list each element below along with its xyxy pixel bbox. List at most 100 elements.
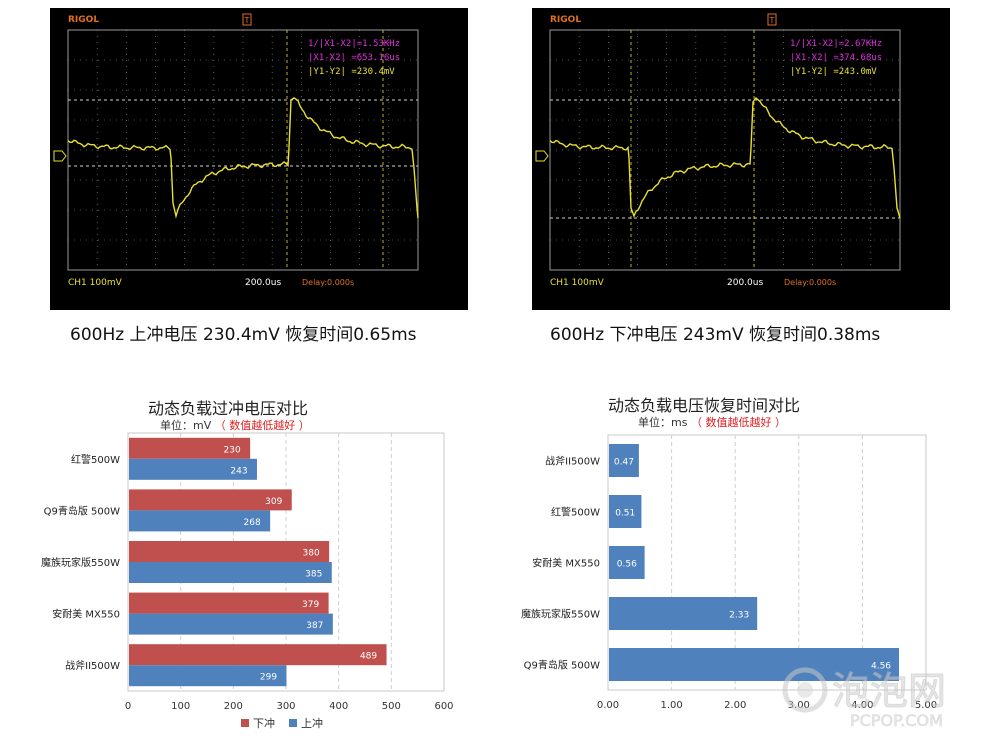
bar [609, 495, 642, 528]
category-label: 战斧II500W [545, 456, 600, 468]
category-label: Q9青岛版 500W [44, 504, 120, 517]
scope-grid [550, 30, 900, 270]
bar [129, 665, 287, 687]
cursor-readout-3: |Y1-Y2| =230.4mV [308, 67, 395, 77]
cursor-readout-2: |X1-X2| =374.68us [790, 53, 882, 63]
trigger-marker-icon [767, 13, 777, 26]
category-label: 魔族玩家版550W [41, 556, 120, 569]
scope-2-svg: RIGOL T 1/|X1-X2|=2.67KHz |X1-X2| =374.68us… [535, 13, 901, 288]
x-tick-label: 500 [382, 701, 401, 712]
svg-text:泡泡网: 泡泡网 [832, 669, 946, 713]
bar-value-label: 379 [302, 600, 319, 610]
category-label: 红警500W [551, 506, 600, 519]
category-label: Q9青岛版 500W [524, 659, 600, 672]
bar-value-label: 4.56 [871, 662, 891, 672]
bar [129, 510, 271, 532]
delay-label: Delay:0.000s [302, 278, 354, 287]
pcpop-watermark-logo: 泡泡网 PCPOP.COM [782, 667, 947, 730]
bar [609, 648, 900, 681]
x-tick-label: 1.00 [660, 700, 682, 711]
bar [609, 546, 645, 579]
bar [129, 541, 330, 562]
chart-2-subtitle: 单位：ms （ 数值越低越好 ） [638, 414, 786, 430]
chart-1-note: （ 数值越低越好 ） [214, 419, 310, 432]
bar [129, 562, 332, 583]
x-tick-label: 400 [329, 701, 348, 712]
trigger-marker-label: T [769, 16, 775, 25]
bar [609, 444, 639, 477]
cursor-readout-3: |Y1-Y2| =243.0mV [790, 67, 877, 77]
waveform-trace [67, 97, 419, 219]
category-label: 战斧II500W [65, 660, 120, 672]
scope-brand-logo: RIGOL [550, 15, 581, 25]
legend-label: 上冲 [301, 716, 323, 730]
x-tick-label: 3.00 [788, 700, 810, 711]
bar-value-label: 2.33 [729, 611, 749, 621]
x-tick-label: 2.00 [724, 700, 746, 711]
x-tick-label: 600 [434, 701, 453, 712]
cursor-readout-1: 1/|X1-X2|=1.53KHz [308, 39, 400, 49]
legend-swatch [289, 719, 297, 727]
chart-1-subtitle: 单位：mV （ 数值越低越好 ） [160, 417, 310, 433]
bar [129, 644, 387, 666]
scope-brand-logo: RIGOL [68, 15, 99, 25]
legend-label: 下冲 [253, 716, 275, 730]
trigger-marker-label: T [244, 16, 250, 25]
bar-value-label: 387 [306, 621, 323, 631]
legend-swatch [241, 719, 249, 727]
scope-cursors [550, 30, 900, 270]
bar-value-label: 243 [230, 466, 247, 476]
scope-1-caption: 600Hz 上冲电压 230.4mV 恢复时间0.65ms [70, 325, 417, 345]
delay-label: Delay:0.000s [784, 278, 836, 287]
channel-scale-label: CH1 100mV [550, 278, 605, 288]
bar [129, 437, 251, 459]
cursor-readout-1: 1/|X1-X2|=2.67KHz [790, 39, 882, 49]
bar-value-label: 268 [244, 518, 261, 528]
svg-text:PCPOP.COM: PCPOP.COM [850, 711, 943, 730]
x-tick-label: 100 [171, 701, 190, 712]
chart-2-title: 动态负载电压恢复时间对比 [608, 396, 801, 415]
x-tick-label: 4.00 [851, 700, 873, 711]
bar [609, 597, 758, 630]
bar-value-label: 309 [265, 497, 282, 507]
scope-1-svg: RIGOL T 1/|X1-X2|=1.53KHz |X1-X2| =653.16us… [53, 13, 419, 288]
x-tick-label: 0 [125, 701, 131, 712]
bar-value-label: 0.51 [615, 509, 635, 519]
chart-1-plot: 0 100 200 300 400 500 600 红警500W 230 243 Q9青岛版 500… [41, 432, 454, 730]
bar [129, 489, 292, 511]
timebase-label: 200.0us [245, 278, 281, 288]
oscilloscope-screen-2: RIGOL T 1/|X1-X2|=2.67KHz |X1-X2| =374.68us… [532, 8, 950, 310]
bar-value-label: 299 [260, 673, 277, 683]
channel-scale-label: CH1 100mV [68, 278, 123, 288]
channel-ground-marker-icon [535, 150, 549, 162]
bar-value-label: 0.47 [614, 458, 634, 468]
bar-value-label: 385 [305, 570, 322, 580]
chart-2-note: （ 数值越低越好 ） [690, 416, 786, 429]
chart-2-unit: 单位：ms [638, 416, 688, 429]
trigger-marker-icon [242, 13, 252, 26]
bar-value-label: 230 [224, 445, 241, 455]
x-tick-label: 5.00 [915, 700, 937, 711]
chart-1-unit: 单位：mV [160, 419, 212, 432]
bar [129, 458, 257, 480]
category-label: 安耐美 MX550 [52, 608, 120, 621]
timebase-label: 200.0us [727, 278, 763, 288]
x-tick-label: 200 [224, 701, 243, 712]
channel-ground-marker-icon [53, 150, 67, 162]
bar-value-label: 380 [303, 549, 320, 559]
category-label: 红警500W [71, 453, 120, 466]
chart-1-title: 动态负载过冲电压对比 [148, 399, 309, 418]
bar [129, 592, 329, 614]
category-label: 安耐美 MX550 [532, 557, 600, 570]
waveform-trace [549, 96, 901, 219]
bar-value-label: 0.56 [617, 560, 637, 570]
chart-2-plot: 0.00 1.00 2.00 3.00 4.00 5.00 战斧II500W 0.47 红警50… [521, 434, 937, 711]
x-tick-label: 0.00 [597, 700, 619, 711]
bar [129, 613, 333, 635]
oscilloscope-screen-1: RIGOL T 1/|X1-X2|=1.53KHz |X1-X2| =653.16us… [50, 8, 468, 310]
category-label: 魔族玩家版550W [521, 608, 600, 621]
x-tick-label: 300 [276, 701, 295, 712]
scope-grid [68, 30, 418, 270]
scope-2-caption: 600Hz 下冲电压 243mV 恢复时间0.38ms [550, 325, 881, 345]
cursor-readout-2: |X1-X2| =653.16us [308, 53, 400, 63]
